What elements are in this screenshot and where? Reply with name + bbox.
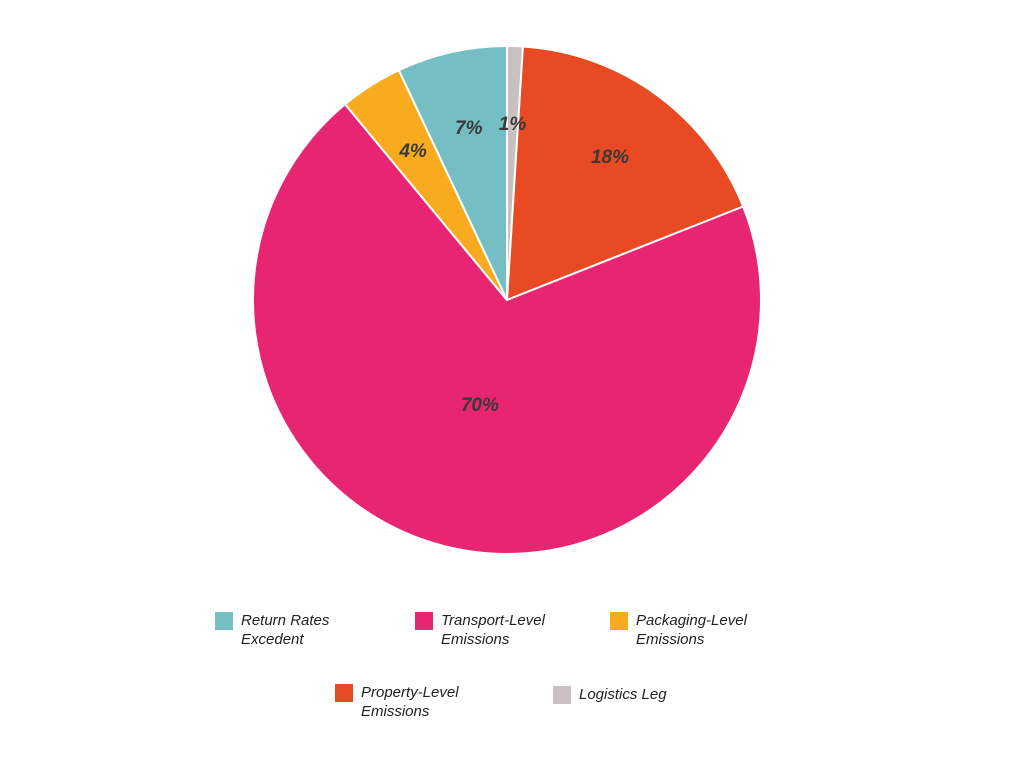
legend-swatch xyxy=(215,612,233,630)
legend-swatch xyxy=(335,684,353,702)
slice-label: 7% xyxy=(455,118,483,139)
slice-label: 4% xyxy=(398,141,427,162)
legend-item: Logistics Leg xyxy=(553,685,709,704)
pie-slice xyxy=(505,45,745,302)
slice-label: 1% xyxy=(499,114,527,135)
legend-swatch xyxy=(610,612,628,630)
legend-label: Transport-Level Emissions xyxy=(441,612,545,648)
legend-label: Return Rates Excedent xyxy=(241,612,330,648)
legend-label: Packaging-Level Emissions xyxy=(636,612,747,648)
pie-chart: 1% 18% 70% 4% 7% xyxy=(252,44,762,555)
slice-label: 70% xyxy=(461,395,499,416)
pie-slice xyxy=(397,44,508,301)
legend-swatch xyxy=(553,686,571,704)
legend-label: Property-Level Emissions xyxy=(361,684,459,720)
slice-label: 18% xyxy=(591,147,629,168)
legend-item: Property-Level Emissions xyxy=(335,683,491,721)
legend-item: Packaging-Level Emissions xyxy=(610,611,766,649)
legend-swatch xyxy=(415,612,433,630)
legend-label: Logistics Leg xyxy=(579,686,667,703)
pie-slice xyxy=(252,102,762,555)
legend-item: Return Rates Excedent xyxy=(215,611,371,649)
legend-item: Transport-Level Emissions xyxy=(415,611,571,649)
